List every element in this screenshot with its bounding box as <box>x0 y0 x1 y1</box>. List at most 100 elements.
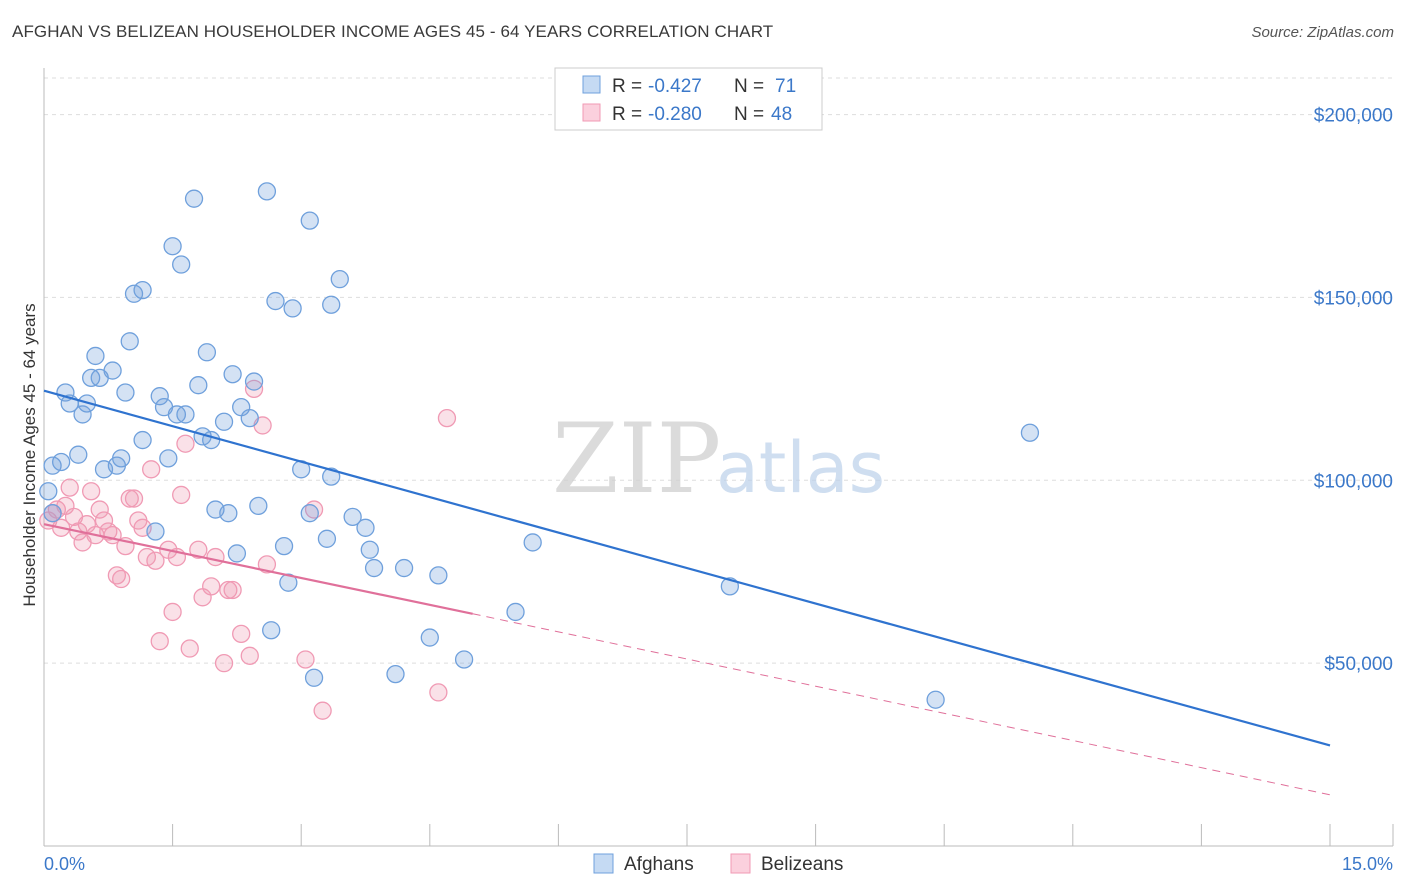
legend-swatch-afghans <box>582 75 601 94</box>
y-tick-label: $100,000 <box>1314 471 1393 492</box>
legend-swatch-belizeans <box>582 103 601 122</box>
belizean-point <box>240 646 259 665</box>
afghan-point <box>69 445 88 464</box>
afghan-point <box>274 536 294 556</box>
afghan-point <box>394 558 414 578</box>
watermark: ZIP atlas <box>552 403 885 515</box>
belizean-point <box>206 547 225 567</box>
x-tick-label-start: 0.0% <box>44 854 85 874</box>
afghan-point <box>420 628 439 647</box>
afghan-point <box>322 295 341 314</box>
y-tick-label: $150,000 <box>1314 288 1393 309</box>
belizean-point <box>120 489 139 508</box>
afghan-point <box>429 566 448 585</box>
afghan-point <box>150 387 169 406</box>
afghan-point <box>360 540 379 559</box>
afghan-point <box>86 346 105 366</box>
stats-legend: R = -0.427 N = 71 R = -0.280 N = 48 <box>554 67 823 131</box>
afghan-point <box>317 529 337 548</box>
legend-n-value-2: 48 <box>771 104 792 125</box>
x-tick-label-end: 15.0% <box>1342 854 1393 874</box>
afghan-point <box>283 299 302 318</box>
afghan-point <box>112 449 131 468</box>
afghan-point <box>176 405 195 424</box>
grid-lines <box>44 77 1393 664</box>
belizean-point <box>219 580 238 600</box>
legend-n-label-2: N = <box>734 104 764 125</box>
afghan-point <box>51 452 71 472</box>
belizeans-trend-line <box>43 523 473 615</box>
afghan-point <box>43 504 62 523</box>
afghan-point <box>300 211 319 230</box>
afghan-point <box>116 383 135 402</box>
chart-title: AFGHAN VS BELIZEAN HOUSEHOLDER INCOME AG… <box>12 22 774 41</box>
afghan-point <box>330 269 349 289</box>
afghan-point <box>163 237 182 256</box>
afghan-point <box>146 522 165 541</box>
afghan-point <box>356 518 375 537</box>
belizean-point <box>214 653 234 673</box>
belizean-point <box>232 624 251 644</box>
afghan-point <box>364 558 384 578</box>
belizean-point <box>223 580 242 600</box>
legend-n-label-1: N = <box>734 76 764 97</box>
bottom-legend-afghans: Afghans <box>624 854 694 875</box>
afghans-trend-line <box>43 389 1331 747</box>
belizean-point <box>244 379 264 399</box>
afghan-point <box>386 664 405 684</box>
bottom-swatch-afghans <box>593 853 614 874</box>
afghan-point <box>244 372 264 391</box>
legend-r-value-1: -0.427 <box>648 76 702 97</box>
bottom-legend-belizeans: Belizeans <box>761 854 843 875</box>
afghan-point <box>172 255 191 274</box>
belizean-point <box>257 555 277 574</box>
belizean-point <box>180 639 199 658</box>
watermark-zip: ZIP <box>552 403 721 515</box>
belizean-point <box>313 701 332 720</box>
afghan-point <box>506 602 525 622</box>
afghan-point <box>262 621 281 640</box>
belizean-point <box>124 489 144 508</box>
afghan-point <box>133 280 152 300</box>
trend-lines <box>43 389 1331 796</box>
afghan-point <box>73 405 92 424</box>
afghan-point <box>322 467 341 486</box>
legend-r-value-2: -0.280 <box>648 104 702 125</box>
afghan-point <box>197 343 217 362</box>
belizeans-trend-extension <box>472 613 1331 796</box>
bottom-swatch-belizeans <box>730 853 751 874</box>
afghan-point <box>39 482 58 501</box>
afghan-point <box>926 690 945 709</box>
axes <box>43 68 1394 847</box>
y-tick-label: $50,000 <box>1324 654 1393 675</box>
afghan-point <box>343 507 362 527</box>
legend-r-label-1: R = <box>612 76 642 97</box>
afghan-point <box>1020 423 1040 442</box>
y-tick-labels: $50,000 $100,000 $150,000 $200,000 <box>1314 106 1393 676</box>
belizean-point <box>60 478 79 497</box>
belizean-point <box>163 602 182 622</box>
afghan-point <box>184 189 204 208</box>
legend-n-value-1: 71 <box>775 76 796 97</box>
afghans-points <box>39 182 1040 709</box>
afghan-point <box>133 430 152 450</box>
y-axis-label: Householder Income Ages 45 - 64 years <box>20 303 39 606</box>
afghan-point <box>454 650 474 669</box>
belizean-point <box>437 408 457 428</box>
x-tick-labels: 0.0% 15.0% <box>44 854 1393 874</box>
afghan-point <box>103 361 122 380</box>
afghan-point <box>523 533 542 552</box>
afghan-point <box>214 412 234 431</box>
belizean-point <box>429 683 448 702</box>
afghan-point <box>159 449 178 468</box>
y-tick-label: $200,000 <box>1314 106 1393 127</box>
belizean-point <box>296 650 315 669</box>
afghan-point <box>240 408 259 428</box>
belizean-point <box>150 632 169 651</box>
belizean-point <box>94 511 114 530</box>
afghan-point <box>219 504 238 523</box>
belizean-point <box>112 569 131 589</box>
belizean-point <box>202 577 221 596</box>
belizean-point <box>172 485 191 505</box>
